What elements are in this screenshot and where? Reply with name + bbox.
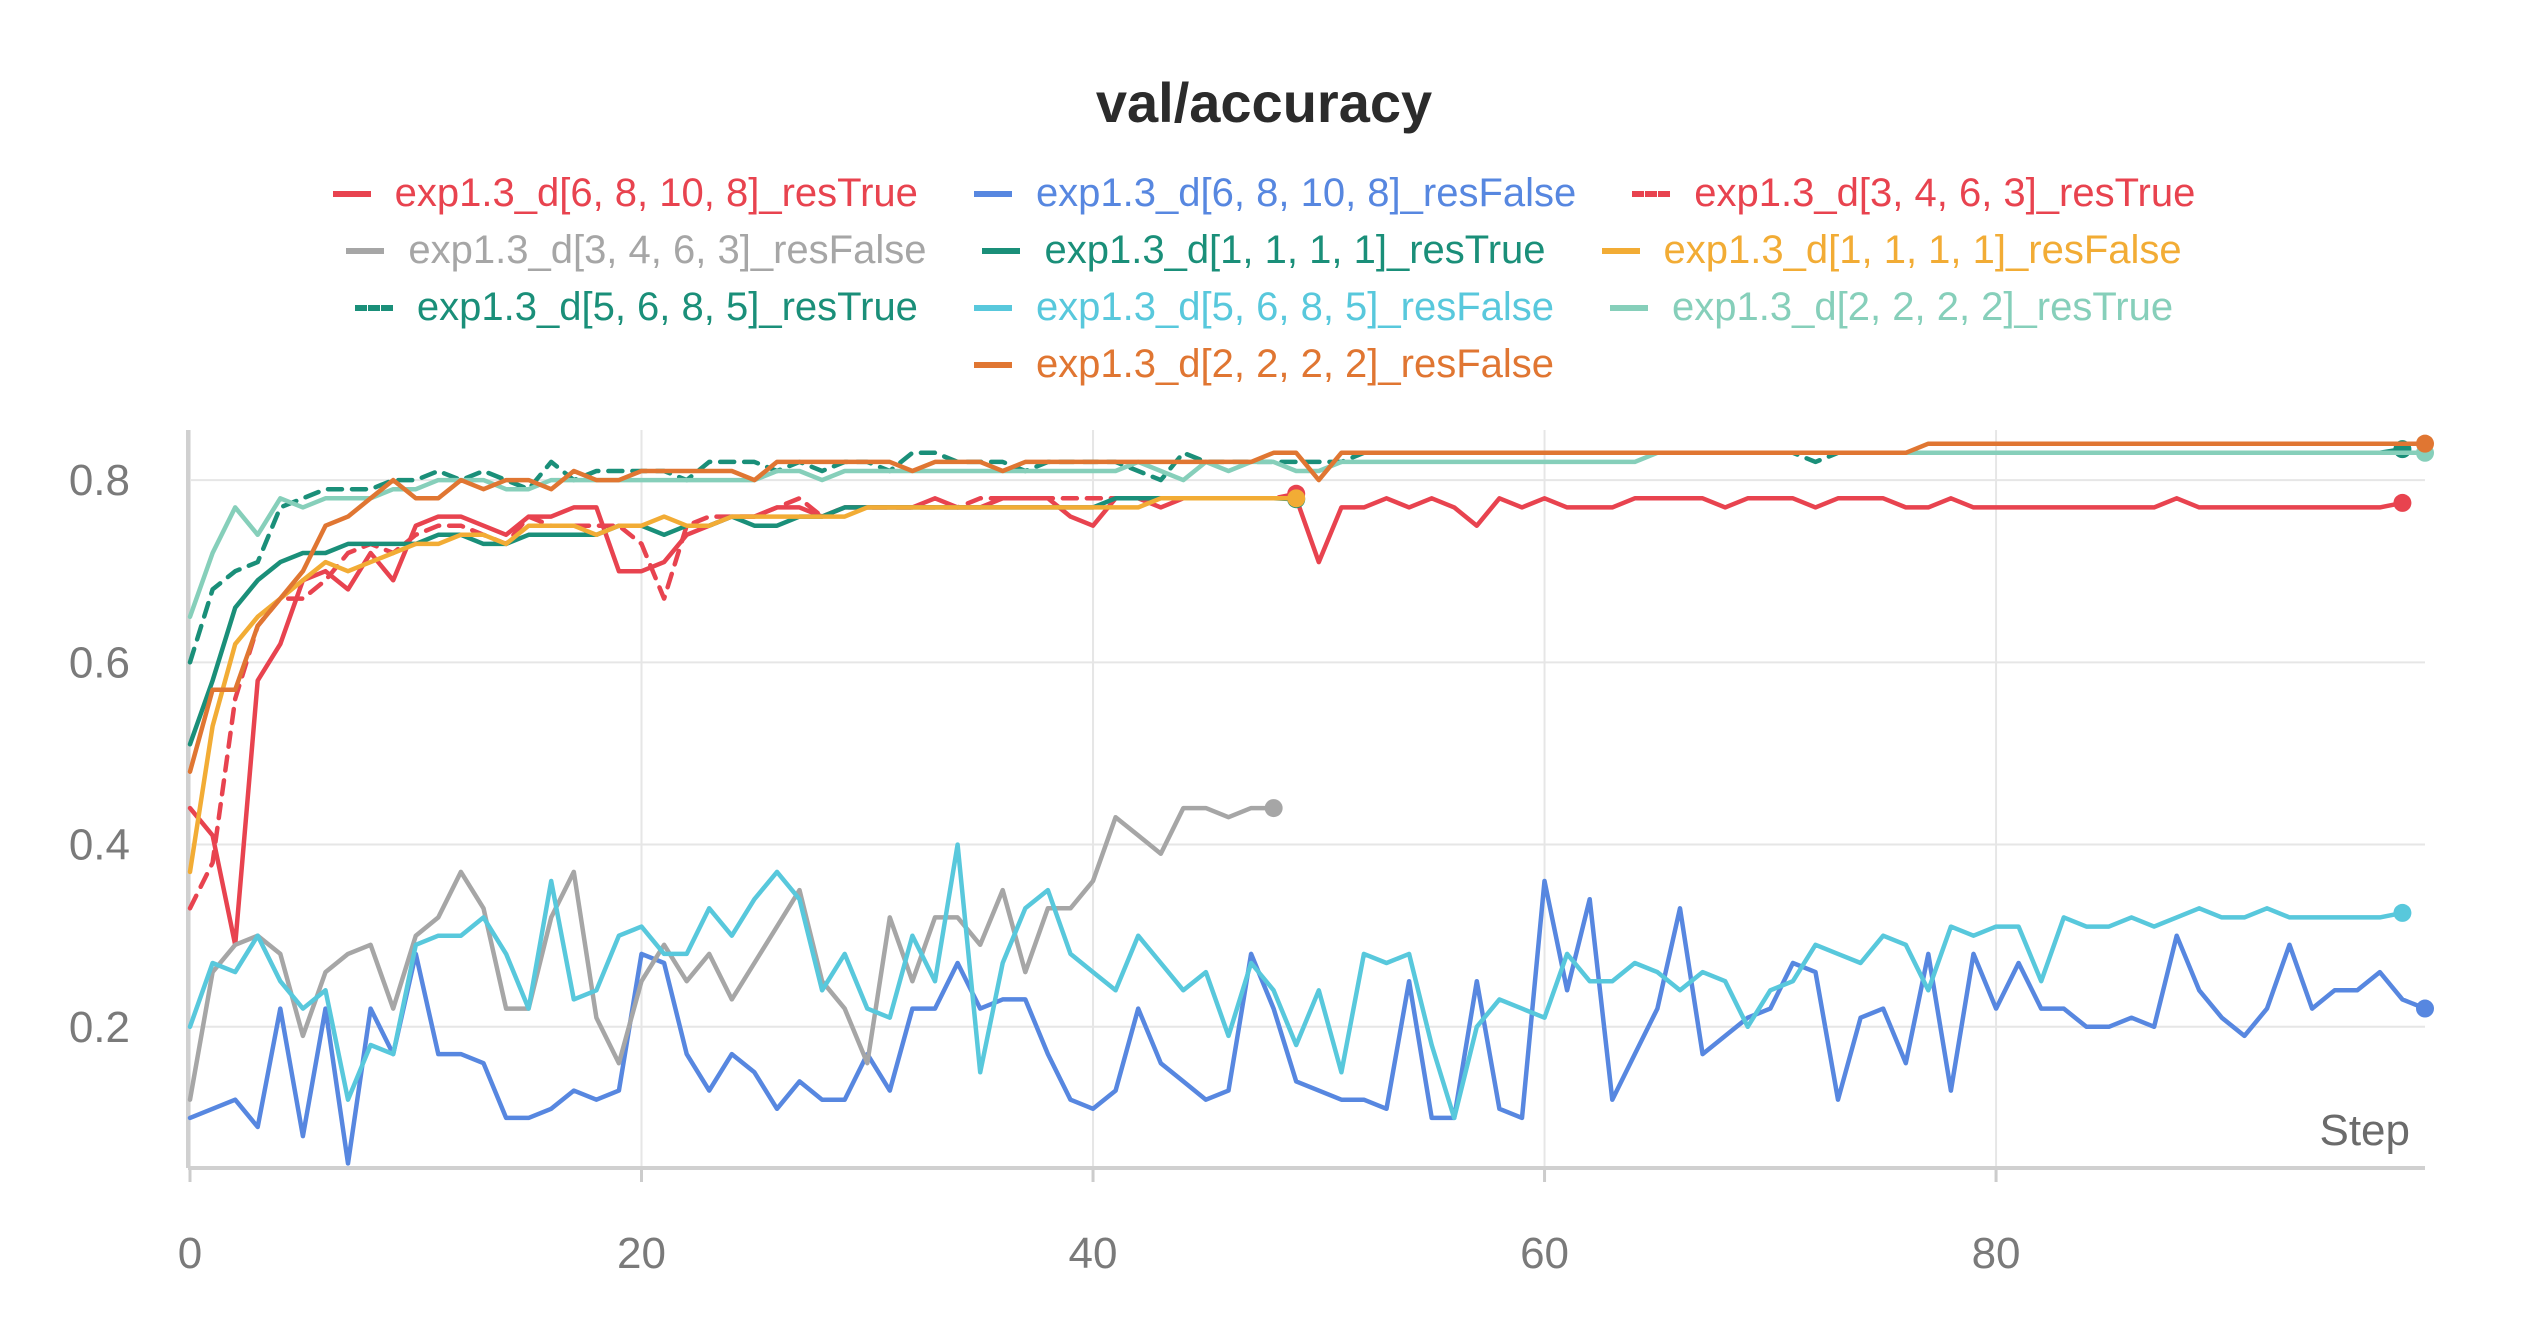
legend-swatch [973, 190, 1012, 197]
legend-item[interactable]: exp1.3_d[3, 4, 6, 3]_resFalse [346, 228, 926, 273]
legend-row: exp1.3_d[2, 2, 2, 2]_resFalse [200, 336, 2328, 393]
legend: exp1.3_d[6, 8, 10, 8]_resTrue exp1.3_d[6,… [200, 165, 2328, 393]
x-tick-label: 60 [1520, 1229, 1569, 1278]
x-tick-label: 80 [1972, 1229, 2021, 1278]
legend-item[interactable]: exp1.3_d[6, 8, 10, 8]_resTrue [332, 171, 918, 216]
legend-item[interactable]: exp1.3_d[5, 6, 8, 5]_resTrue [354, 285, 918, 330]
series-line-5[interactable] [187, 496, 1299, 875]
legend-label: exp1.3_d[3, 4, 6, 3]_resFalse [408, 228, 927, 272]
legend-label: exp1.3_d[6, 8, 10, 8]_resTrue [394, 171, 918, 215]
legend-label: exp1.3_d[2, 2, 2, 2]_resFalse [1035, 342, 1555, 386]
series-endpoint-9 [2416, 434, 2434, 453]
tick-labels: 0.2 0.4 0.6 0.8 0 20 40 60 80 Step [69, 456, 2410, 1278]
axes [186, 430, 2425, 1182]
legend-swatch [332, 190, 371, 197]
legend-swatch [346, 247, 385, 254]
series-endpoint-3 [1264, 799, 1283, 818]
x-axis-title: Step [2319, 1106, 2410, 1155]
legend-label: exp1.3_d[3, 4, 6, 3]_resTrue [1694, 171, 2196, 215]
series-line-4[interactable] [187, 496, 1299, 747]
x-tick-label: 40 [1069, 1229, 1118, 1278]
legend-row: exp1.3_d[5, 6, 8, 5]_resTrue exp1.3_d[5, … [200, 279, 2328, 336]
series-lines [187, 434, 2434, 1166]
legend-label: exp1.3_d[1, 1, 1, 1]_resTrue [1044, 228, 1546, 272]
series-line-9[interactable] [187, 441, 2428, 774]
legend-swatch [1610, 304, 1649, 311]
legend-swatch [354, 304, 393, 311]
series-line-0[interactable] [187, 496, 2405, 948]
legend-swatch [982, 247, 1021, 254]
series-endpoint-1 [2416, 999, 2434, 1018]
legend-label: exp1.3_d[2, 2, 2, 2]_resTrue [1672, 285, 2174, 329]
y-tick-label: 0.8 [69, 456, 130, 505]
legend-row: exp1.3_d[6, 8, 10, 8]_resTrue exp1.3_d[6,… [200, 165, 2328, 222]
series-line-7[interactable] [187, 842, 2405, 1121]
y-tick-label: 0.4 [69, 821, 130, 870]
legend-item[interactable]: exp1.3_d[1, 1, 1, 1]_resTrue [982, 228, 1546, 273]
y-tick-label: 0.6 [69, 638, 130, 687]
legend-swatch [973, 304, 1012, 311]
legend-label: exp1.3_d[5, 6, 8, 5]_resFalse [1035, 285, 1555, 329]
series-line-3[interactable] [187, 805, 1276, 1102]
legend-swatch [1601, 247, 1640, 254]
legend-label: exp1.3_d[5, 6, 8, 5]_resTrue [416, 285, 918, 329]
series-endpoint-0 [2393, 493, 2412, 512]
gridlines [189, 430, 2425, 1168]
series-line-2[interactable] [187, 491, 1299, 911]
series-endpoint-7 [2393, 903, 2412, 922]
chart-title: val/accuracy [1095, 71, 1433, 134]
legend-item[interactable]: exp1.3_d[1, 1, 1, 1]_resFalse [1601, 228, 2182, 273]
legend-swatch [973, 361, 1012, 368]
x-tick-label: 20 [617, 1229, 666, 1278]
legend-item[interactable]: exp1.3_d[2, 2, 2, 2]_resFalse [973, 342, 1555, 387]
legend-item[interactable]: exp1.3_d[5, 6, 8, 5]_resFalse [973, 285, 1555, 330]
legend-item[interactable]: exp1.3_d[3, 4, 6, 3]_resTrue [1632, 171, 2195, 216]
legend-row: exp1.3_d[3, 4, 6, 3]_resFalse exp1.3_d[1,… [200, 222, 2328, 279]
y-tick-label: 0.2 [69, 1003, 130, 1052]
legend-label: exp1.3_d[1, 1, 1, 1]_resFalse [1663, 228, 2182, 272]
series-line-1[interactable] [187, 878, 2428, 1166]
legend-label: exp1.3_d[6, 8, 10, 8]_resFalse [1035, 171, 1577, 215]
legend-item[interactable]: exp1.3_d[6, 8, 10, 8]_resFalse [973, 171, 1577, 216]
series-endpoint-5 [1287, 489, 1306, 508]
legend-swatch [1632, 190, 1671, 197]
x-tick-label: 0 [178, 1229, 202, 1278]
legend-item[interactable]: exp1.3_d[2, 2, 2, 2]_resTrue [1610, 285, 2173, 330]
